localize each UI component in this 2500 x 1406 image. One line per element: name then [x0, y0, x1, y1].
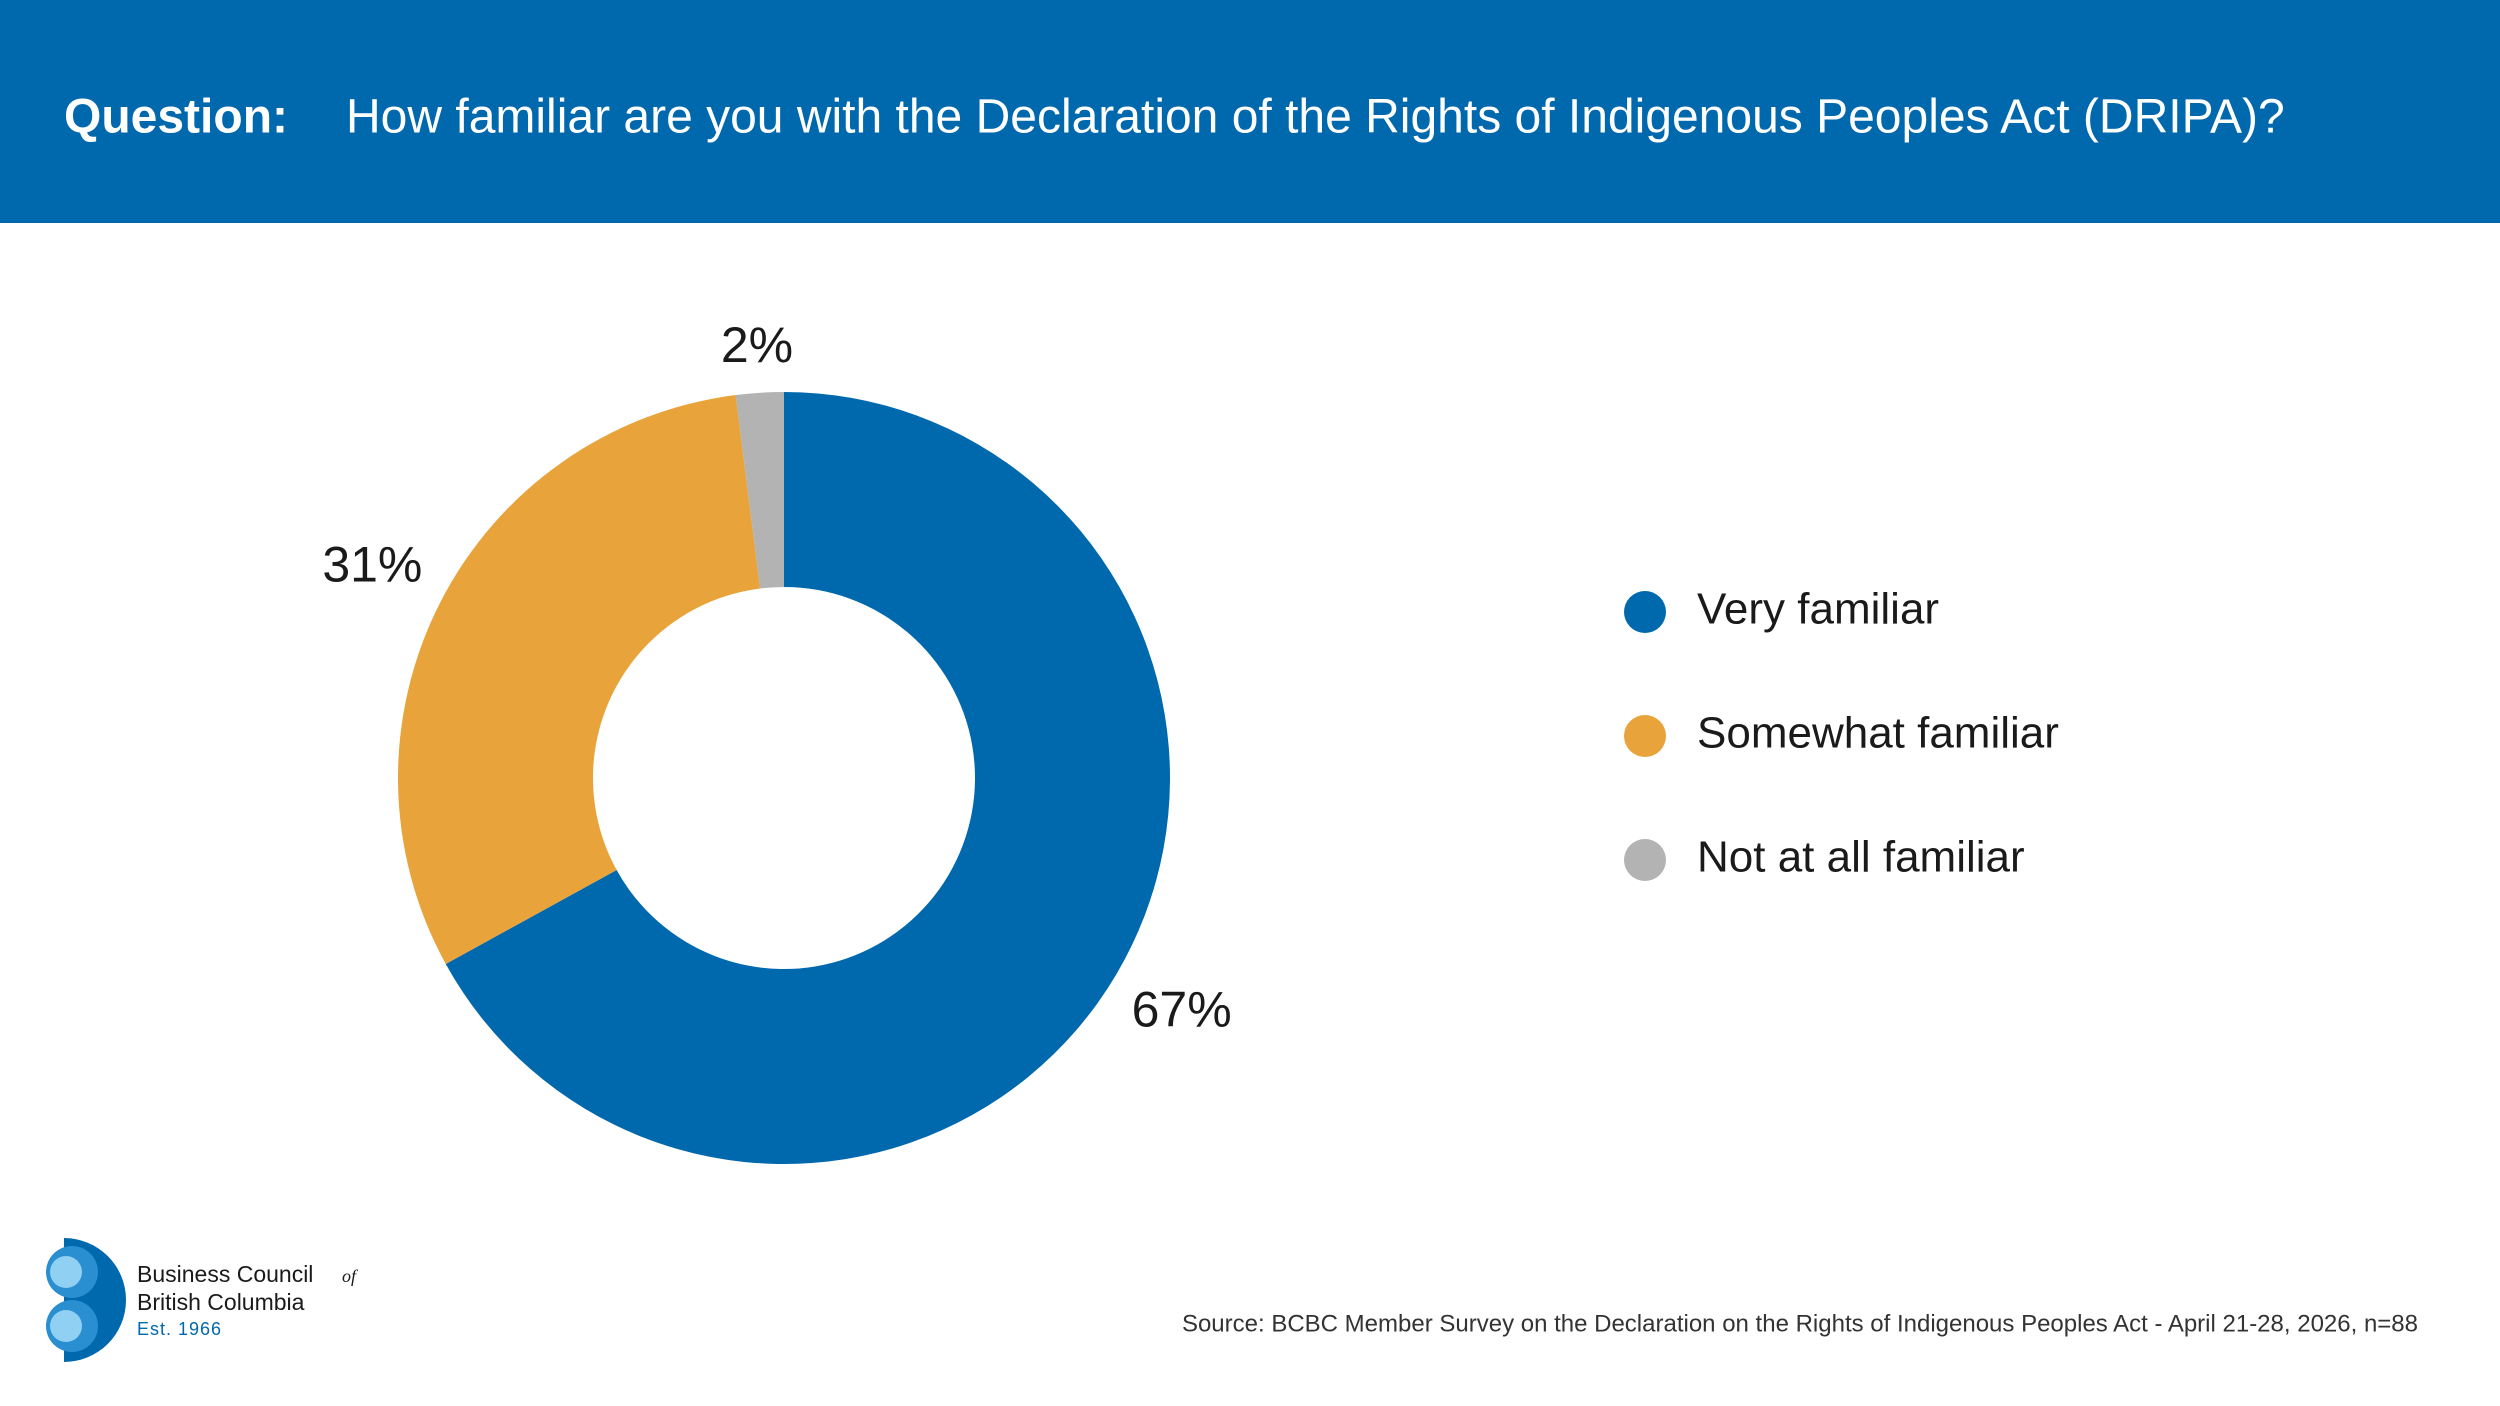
- legend-swatch: [1624, 591, 1666, 633]
- header-bar: [0, 0, 2500, 223]
- question-label: Question:: [64, 91, 288, 144]
- donut-slice: [398, 395, 761, 964]
- logo-mark: [50, 1310, 82, 1342]
- legend-label: Not at all familiar: [1697, 833, 2025, 882]
- logo-text: Business Council: [137, 1261, 313, 1287]
- data-label: 2%: [721, 317, 793, 373]
- data-label: 67%: [1132, 981, 1232, 1037]
- legend-label: Somewhat familiar: [1697, 709, 2059, 758]
- question-text: How familiar are you with the Declaratio…: [346, 91, 2285, 144]
- logo: Business Council of British Columbia Est…: [46, 1238, 359, 1362]
- donut-slice: [445, 392, 1171, 1165]
- donut-slice: [735, 392, 784, 589]
- logo-mark: [50, 1256, 82, 1288]
- logo-text: Est. 1966: [137, 1319, 222, 1339]
- data-label: 31%: [322, 536, 422, 592]
- legend-label: Very familiar: [1697, 585, 1939, 634]
- logo-text: of: [342, 1266, 359, 1286]
- logo-text: British Columbia: [137, 1289, 305, 1315]
- legend-swatch: [1624, 839, 1666, 881]
- legend-swatch: [1624, 715, 1666, 757]
- source-note: Source: BCBC Member Survey on the Declar…: [1182, 1310, 2418, 1337]
